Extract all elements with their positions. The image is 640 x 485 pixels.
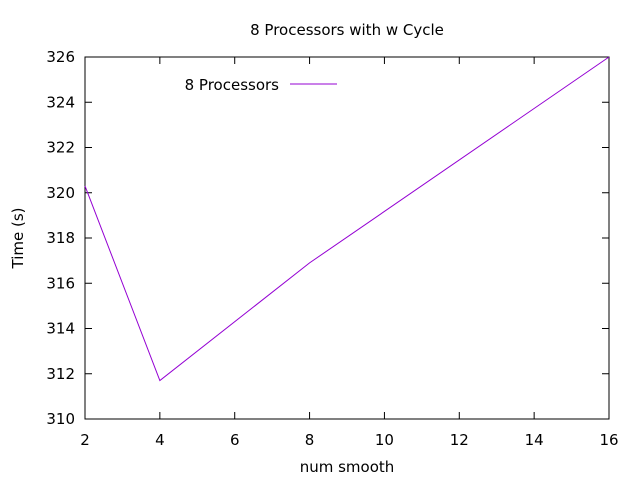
- legend: 8 Processors: [185, 76, 337, 94]
- y-tick-label: 320: [46, 184, 75, 202]
- series-line: [84, 56, 610, 382]
- x-tick-label: 6: [230, 431, 240, 449]
- y-tick-label: 318: [46, 229, 75, 247]
- y-tick-label: 324: [46, 93, 75, 111]
- legend-label: 8 Processors: [185, 76, 280, 94]
- x-axis-label: num smooth: [300, 458, 395, 476]
- chart-title: 8 Processors with w Cycle: [250, 21, 444, 39]
- series-layer: [84, 56, 610, 382]
- y-tick-label: 310: [46, 410, 75, 428]
- y-tick-label: 314: [46, 320, 75, 338]
- y-tick-label: 316: [46, 274, 75, 292]
- x-tick-label: 10: [375, 431, 394, 449]
- y-tick-label: 312: [46, 365, 75, 383]
- y-axis: 310 312 314 316 318 320 322 324 326: [46, 48, 609, 428]
- y-tick-label: 326: [46, 48, 75, 66]
- x-tick-label: 14: [525, 431, 544, 449]
- x-tick-label: 2: [80, 431, 90, 449]
- x-tick-label: 12: [450, 431, 469, 449]
- x-tick-label: 4: [155, 431, 165, 449]
- y-axis-label: Time (s): [9, 208, 27, 270]
- x-tick-label: 8: [305, 431, 315, 449]
- x-axis: 2 4 6 8 10 12 14 16: [80, 57, 619, 449]
- x-tick-label: 16: [599, 431, 618, 449]
- y-tick-label: 322: [46, 139, 75, 157]
